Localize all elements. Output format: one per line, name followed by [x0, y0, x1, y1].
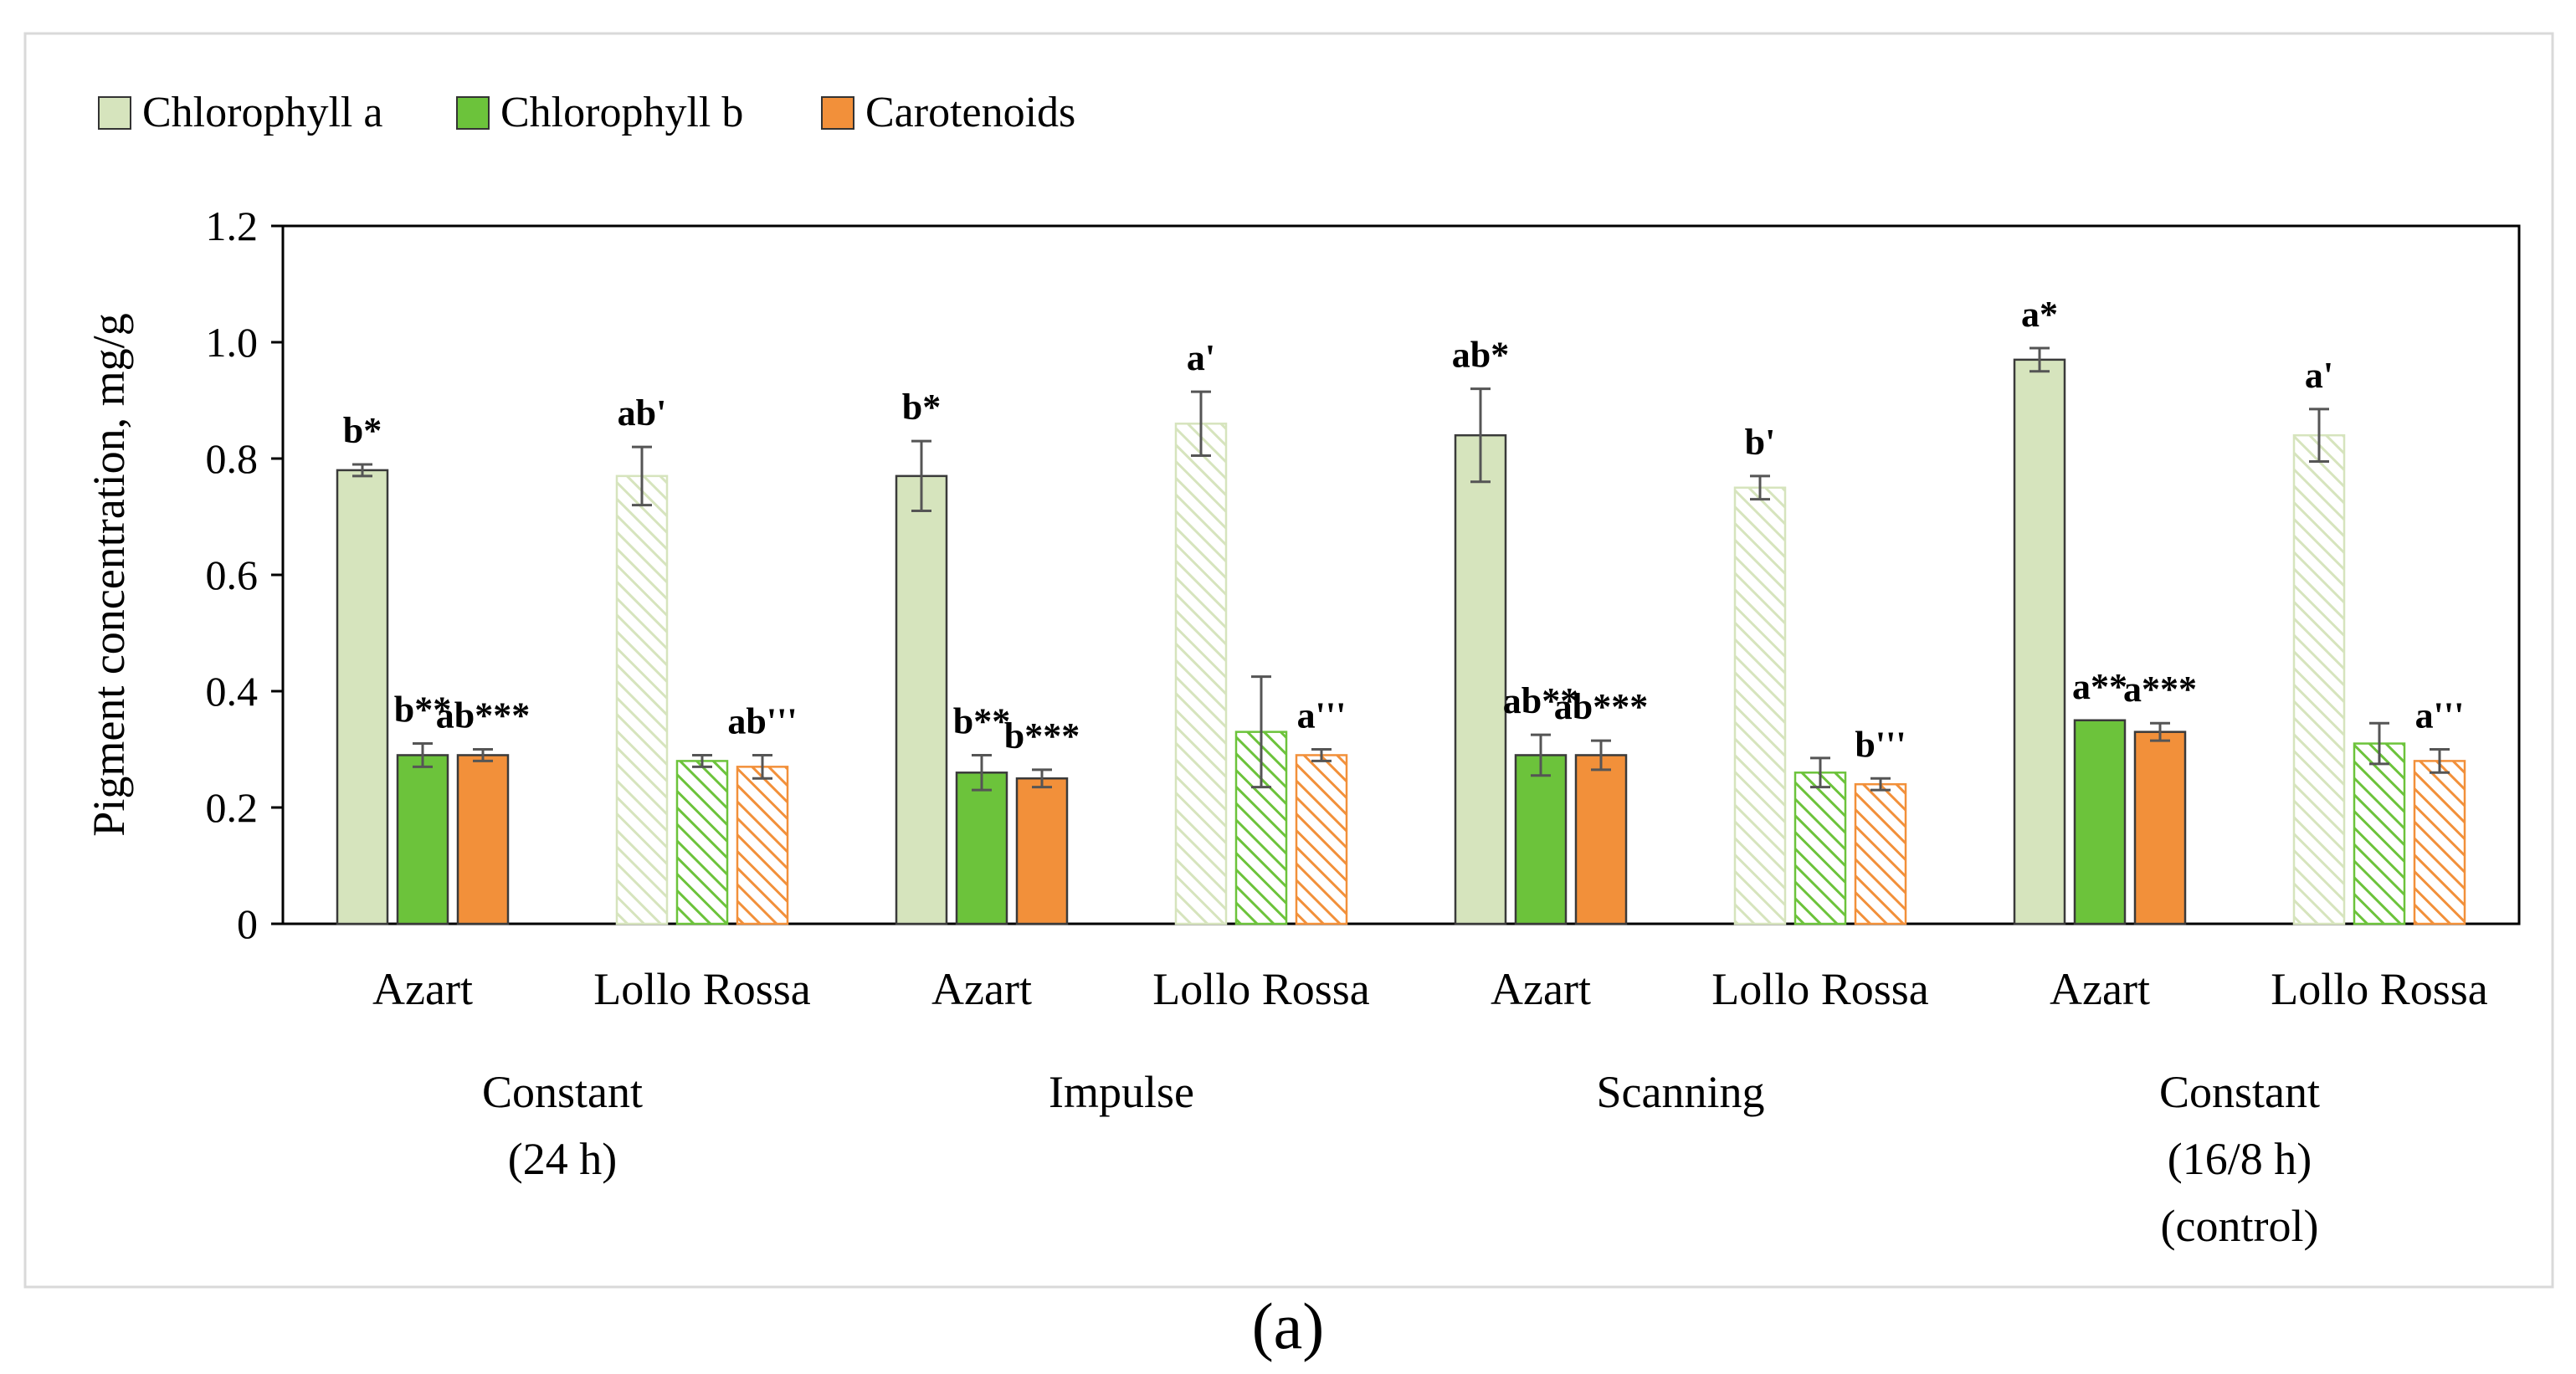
y-tick-label: 1.0 — [206, 319, 259, 366]
significance-label-chl_b-6: a** — [2072, 666, 2127, 707]
significance-label-chl_b-0: b** — [394, 690, 451, 731]
significance-label-chl_a-2: b* — [902, 387, 941, 428]
significance-label-carotenoids-2: b*** — [1004, 715, 1080, 756]
group-label-0-line-0: Constant — [482, 1067, 643, 1117]
y-axis-label: Pigment concentration, mg/g — [84, 313, 134, 836]
bar-carotenoids-3 — [1295, 754, 1348, 925]
chart-frame — [23, 32, 2554, 1289]
bar-chl_a-5 — [1733, 486, 1787, 925]
category-label-6: Azart — [2050, 964, 2150, 1014]
y-tick-label: 0.8 — [206, 435, 259, 482]
group-label-3-line-0: Constant — [2159, 1067, 2320, 1117]
bar-carotenoids-6 — [2133, 731, 2187, 925]
significance-label-carotenoids-3: a''' — [1297, 695, 1347, 736]
bar-chl_b-1 — [675, 760, 729, 925]
bar-chl_a-2 — [895, 474, 948, 925]
y-tick-label: 0.4 — [206, 668, 259, 715]
significance-label-chl_b-4: ab** — [1503, 680, 1578, 721]
significance-label-chl_b-2: b** — [953, 700, 1010, 741]
bar-chl_b-6 — [2073, 719, 2127, 925]
category-label-2: Azart — [931, 964, 1032, 1014]
bar-chl_a-0 — [336, 469, 389, 925]
bar-chl_a-3 — [1174, 423, 1228, 925]
bar-chl_b-2 — [955, 772, 1008, 925]
bar-carotenoids-2 — [1015, 777, 1069, 925]
significance-label-chl_a-5: b' — [1745, 422, 1776, 463]
legend-label-chl_b: Chlorophyll b — [500, 89, 743, 136]
bar-chl_a-4 — [1454, 433, 1507, 925]
group-label-2-line-0: Scanning — [1597, 1067, 1765, 1117]
bar-chl_b-7 — [2353, 742, 2406, 925]
bar-chl_b-4 — [1514, 754, 1568, 925]
significance-label-carotenoids-7: a''' — [2415, 695, 2465, 736]
significance-label-chl_a-4: ab* — [1452, 335, 1509, 376]
category-label-0: Azart — [372, 964, 473, 1014]
panel-label: (a) — [1251, 1289, 1325, 1362]
group-label-3-line-2: (control) — [2161, 1201, 2319, 1251]
significance-label-carotenoids-0: ab*** — [436, 695, 530, 736]
bar-chl_a-6 — [2013, 358, 2066, 925]
significance-label-chl_a-1: ab' — [618, 392, 667, 433]
legend-swatch-carotenoids — [821, 96, 854, 130]
bar-carotenoids-0 — [456, 754, 510, 925]
category-label-5: Lollo Rossa — [1711, 964, 1929, 1014]
y-tick-label: 1.2 — [206, 203, 259, 249]
significance-label-carotenoids-6: a*** — [2123, 669, 2197, 710]
bar-chl_a-7 — [2292, 433, 2346, 925]
significance-label-chl_a-3: a' — [1187, 337, 1215, 378]
significance-label-carotenoids-5: b''' — [1855, 724, 1906, 765]
group-label-3-line-1: (16/8 h) — [2168, 1134, 2312, 1184]
bar-carotenoids-4 — [1574, 754, 1628, 925]
bar-carotenoids-7 — [2413, 760, 2466, 925]
legend-swatch-chl_b — [456, 96, 490, 130]
bar-carotenoids-1 — [736, 766, 789, 925]
group-label-0-line-1: (24 h) — [508, 1134, 617, 1184]
y-tick-label: 0.6 — [206, 551, 259, 598]
group-label-1-line-0: Impulse — [1049, 1067, 1194, 1117]
category-label-7: Lollo Rossa — [2271, 964, 2488, 1014]
category-label-3: Lollo Rossa — [1152, 964, 1370, 1014]
significance-label-carotenoids-4: ab*** — [1554, 686, 1648, 727]
significance-label-chl_a-7: a' — [2305, 355, 2333, 396]
bar-chl_b-5 — [1793, 772, 1847, 925]
significance-label-carotenoids-1: ab''' — [727, 700, 797, 741]
legend-label-carotenoids: Carotenoids — [865, 89, 1075, 136]
bar-carotenoids-5 — [1854, 782, 1907, 925]
category-label-4: Azart — [1491, 964, 1591, 1014]
bar-chl_a-1 — [615, 474, 669, 925]
legend-label-chl_a: Chlorophyll a — [142, 89, 382, 136]
legend-swatch-chl_a — [98, 96, 131, 130]
bar-chl_b-0 — [396, 754, 449, 925]
significance-label-chl_a-0: b* — [343, 410, 382, 451]
significance-label-chl_a-6: a* — [2021, 294, 2058, 335]
y-tick-label: 0 — [237, 900, 258, 947]
category-label-1: Lollo Rossa — [593, 964, 811, 1014]
y-tick-label: 0.2 — [206, 784, 259, 831]
